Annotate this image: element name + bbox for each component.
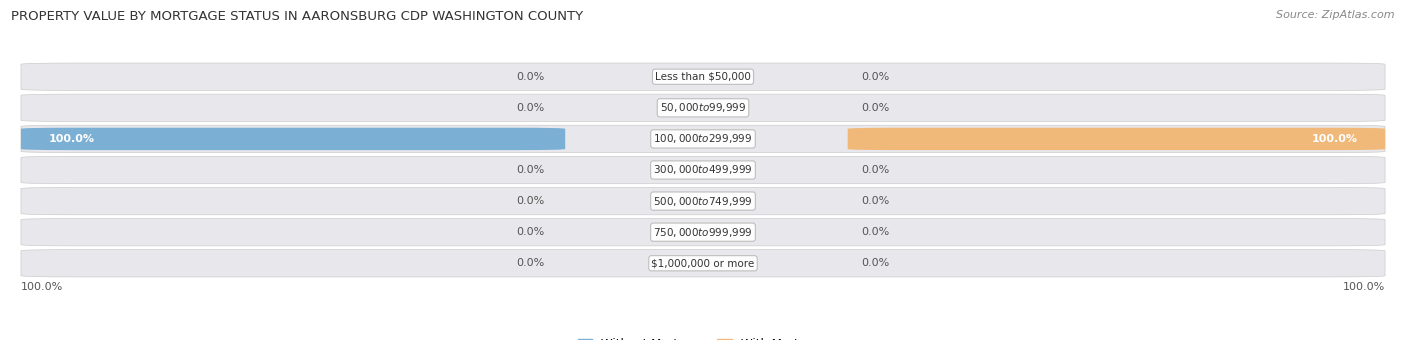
Text: 0.0%: 0.0% xyxy=(862,196,890,206)
Text: 0.0%: 0.0% xyxy=(862,227,890,237)
FancyBboxPatch shape xyxy=(21,219,1385,246)
Text: 0.0%: 0.0% xyxy=(516,227,544,237)
Text: 100.0%: 100.0% xyxy=(21,282,63,292)
Text: 100.0%: 100.0% xyxy=(1312,134,1358,144)
FancyBboxPatch shape xyxy=(21,128,565,150)
Legend: Without Mortgage, With Mortgage: Without Mortgage, With Mortgage xyxy=(574,333,832,340)
Text: Less than $50,000: Less than $50,000 xyxy=(655,72,751,82)
Text: 0.0%: 0.0% xyxy=(862,165,890,175)
Text: 0.0%: 0.0% xyxy=(516,72,544,82)
Text: 0.0%: 0.0% xyxy=(862,103,890,113)
FancyBboxPatch shape xyxy=(21,63,1385,90)
FancyBboxPatch shape xyxy=(21,187,1385,215)
Text: $1,000,000 or more: $1,000,000 or more xyxy=(651,258,755,268)
Text: 100.0%: 100.0% xyxy=(48,134,94,144)
Text: $100,000 to $299,999: $100,000 to $299,999 xyxy=(654,132,752,146)
FancyBboxPatch shape xyxy=(21,125,1385,153)
Text: 0.0%: 0.0% xyxy=(516,165,544,175)
FancyBboxPatch shape xyxy=(848,128,1385,150)
FancyBboxPatch shape xyxy=(21,156,1385,184)
Text: 100.0%: 100.0% xyxy=(1343,282,1385,292)
FancyBboxPatch shape xyxy=(21,94,1385,121)
Text: $300,000 to $499,999: $300,000 to $499,999 xyxy=(654,164,752,176)
Text: PROPERTY VALUE BY MORTGAGE STATUS IN AARONSBURG CDP WASHINGTON COUNTY: PROPERTY VALUE BY MORTGAGE STATUS IN AAR… xyxy=(11,10,583,23)
Text: 0.0%: 0.0% xyxy=(516,196,544,206)
Text: Source: ZipAtlas.com: Source: ZipAtlas.com xyxy=(1277,10,1395,20)
Text: 0.0%: 0.0% xyxy=(862,72,890,82)
Text: 0.0%: 0.0% xyxy=(516,103,544,113)
Text: $500,000 to $749,999: $500,000 to $749,999 xyxy=(654,194,752,208)
Text: 0.0%: 0.0% xyxy=(516,258,544,268)
Text: 0.0%: 0.0% xyxy=(862,258,890,268)
Text: $750,000 to $999,999: $750,000 to $999,999 xyxy=(654,226,752,239)
Text: $50,000 to $99,999: $50,000 to $99,999 xyxy=(659,101,747,114)
FancyBboxPatch shape xyxy=(21,250,1385,277)
